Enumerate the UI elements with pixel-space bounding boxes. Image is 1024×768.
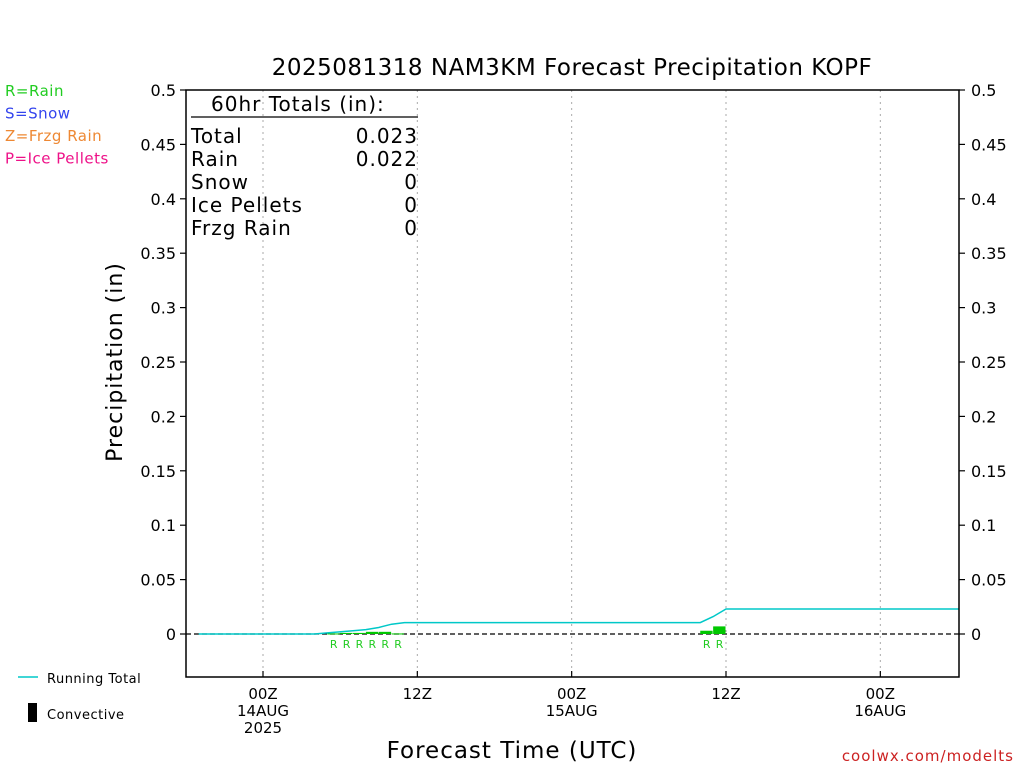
ptype-label-5: R (394, 638, 402, 651)
ptype-legend-1: S=Snow (5, 105, 71, 123)
totals-row-value-4: 0 (404, 216, 418, 240)
convective-legend-label: Convective (47, 708, 125, 723)
precip-bar-2 (353, 632, 366, 634)
x-tick-label-2-1: 15AUG (546, 702, 598, 720)
grid-lines (186, 90, 959, 677)
totals-row-label-4: Frzg Rain (191, 216, 292, 240)
totals-row-value-0: 0.023 (356, 124, 418, 148)
ptype-label-3: R (368, 638, 376, 651)
totals-row-label-2: Snow (191, 170, 249, 194)
ptype-legend-3: P=Ice Pellets (5, 150, 109, 168)
running-total-line (198, 608, 959, 635)
precip-bar-3 (365, 631, 379, 634)
totals-row-value-3: 0 (404, 193, 418, 217)
precip-bar-4 (378, 631, 392, 634)
precip-bar-0 (327, 633, 340, 635)
y-tick-label-right-7: 0.15 (971, 462, 1007, 481)
y-tick-label-left-9: 0.05 (140, 571, 176, 590)
totals-row-label-3: Ice Pellets (191, 193, 303, 217)
y-axis-ticks: 0.5 0.5 0.45 0.45 0.4 0.4 0.35 0.35 0.3 0.3 0.25 0.… (140, 81, 1006, 644)
x-tick-label-4-0: 00Z (866, 685, 895, 703)
plot-frame (185, 89, 960, 678)
ptype-label-2: R (356, 638, 364, 651)
ptype-legend-0: R=Rain (5, 82, 64, 100)
y-tick-label-right-3: 0.35 (971, 244, 1007, 263)
y-tick-label-right-9: 0.05 (971, 571, 1007, 590)
x-tick-label-0-1: 14AUG (237, 702, 289, 720)
precip-type-legend: R=Rain S=Snow Z=Frzg Rain P=Ice Pellets (5, 82, 109, 168)
credit-text: coolwx.com/modelts (842, 747, 1014, 765)
y-tick-label-left-1: 0.45 (140, 135, 176, 154)
running-total-legend-label: Running Total (47, 672, 141, 687)
ptype-label-1: R (343, 638, 351, 651)
x-tick-label-0-0: 00Z (248, 685, 277, 703)
totals-header: 60hr Totals (in): (211, 92, 385, 116)
y-tick-label-right-1: 0.45 (971, 135, 1007, 154)
precip-bar-7 (713, 626, 726, 634)
x-tick-label-2-0: 00Z (557, 685, 586, 703)
x-axis-label: Forecast Time (UTC) (387, 738, 638, 764)
y-tick-label-left-10: 0 (166, 625, 176, 644)
totals-row-label-1: Rain (191, 147, 239, 171)
series-legend: Running Total Convective (18, 672, 141, 723)
y-tick-label-right-0: 0.5 (971, 81, 996, 100)
ptype-label-0: R (330, 638, 338, 651)
x-tick-label-3-0: 12Z (711, 685, 740, 703)
precip-bar-5 (391, 633, 404, 635)
y-tick-label-left-7: 0.15 (140, 462, 176, 481)
ptype-label-4: R (381, 638, 389, 651)
y-tick-label-left-0: 0.5 (151, 81, 176, 100)
x-tick-label-0-2: 2025 (244, 719, 282, 737)
y-tick-label-right-8: 0.1 (971, 516, 996, 535)
y-tick-label-left-3: 0.35 (140, 244, 176, 263)
ptype-label-7: R (716, 638, 724, 651)
totals-box: 60hr Totals (in): Total 0.023 Rain 0.022 Snow… (190, 92, 418, 240)
x-tick-label-4-1: 16AUG (854, 702, 906, 720)
y-tick-label-right-4: 0.3 (971, 299, 996, 318)
y-tick-label-right-10: 0 (971, 625, 981, 644)
x-tick-label-1-0: 12Z (403, 685, 432, 703)
running-total-layer (198, 608, 959, 635)
precip-bar-1 (340, 632, 353, 634)
chart-title: 2025081318 NAM3KM Forecast Precipitation… (272, 55, 873, 81)
totals-row-value-2: 0 (404, 170, 418, 194)
precip-bar-6 (700, 630, 713, 634)
y-tick-label-left-2: 0.4 (151, 190, 176, 209)
y-tick-label-right-6: 0.2 (971, 407, 996, 426)
y-tick-label-left-6: 0.2 (151, 407, 176, 426)
totals-row-label-0: Total (190, 124, 243, 148)
ptype-legend-2: Z=Frzg Rain (5, 127, 102, 145)
y-tick-label-left-8: 0.1 (151, 516, 176, 535)
convective-legend-swatch (28, 703, 37, 722)
ptype-label-6: R (703, 638, 711, 651)
y-tick-label-left-5: 0.25 (140, 353, 176, 372)
totals-row-value-1: 0.022 (356, 147, 418, 171)
y-tick-label-right-5: 0.25 (971, 353, 1007, 372)
y-tick-label-left-4: 0.3 (151, 299, 176, 318)
y-axis-label: Precipitation (in) (103, 262, 128, 462)
y-tick-label-right-2: 0.4 (971, 190, 996, 209)
